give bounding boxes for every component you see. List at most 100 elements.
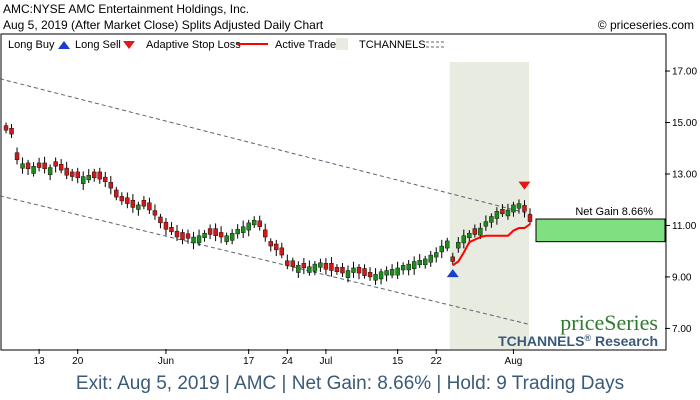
candle-body bbox=[290, 260, 296, 267]
copyright-text: © priceseries.com bbox=[597, 18, 694, 32]
candle-body bbox=[318, 262, 323, 268]
candle-body bbox=[64, 167, 69, 176]
candle-body bbox=[351, 267, 356, 273]
candle-body bbox=[3, 125, 9, 131]
legend-adaptive-stop: Adaptive Stop Loss bbox=[146, 39, 241, 51]
candle-body bbox=[345, 270, 351, 278]
candle-body bbox=[246, 222, 251, 231]
candle-body bbox=[196, 235, 202, 244]
legend: Long Buy Long Sell Adaptive Stop Loss Ac… bbox=[8, 38, 446, 51]
candle-body bbox=[185, 233, 191, 239]
buy-arrow-icon bbox=[58, 41, 70, 49]
candle-body bbox=[152, 210, 158, 216]
candle-body bbox=[472, 228, 478, 235]
x-tick-label: 17 bbox=[243, 356, 255, 367]
legend-long-buy: Long Buy bbox=[8, 39, 55, 51]
candle-body bbox=[450, 256, 455, 262]
candle-body bbox=[274, 243, 279, 251]
y-axis: 7.00 9.00 11.00 13.00 15.00 17.00 bbox=[665, 67, 697, 335]
candle-body bbox=[81, 176, 86, 184]
candle-body bbox=[130, 200, 136, 208]
candle-body bbox=[158, 216, 163, 224]
legend-tchannels: TCHANNELS bbox=[359, 39, 426, 51]
candle-body bbox=[92, 171, 97, 179]
y-tick-label: 11.00 bbox=[672, 221, 697, 232]
x-axis: 13 20 Jun 17 24 Jul 15 22 Aug bbox=[34, 349, 523, 367]
candle-body bbox=[14, 152, 20, 161]
y-tick-label: 7.00 bbox=[672, 324, 692, 335]
x-tick-label: 13 bbox=[34, 356, 46, 367]
candle-body bbox=[47, 167, 53, 175]
active-trade-zone bbox=[449, 62, 529, 349]
active-zone-swatch bbox=[336, 38, 348, 50]
candle-body bbox=[202, 232, 207, 239]
price-chart: Long Buy Long Sell Adaptive Stop Loss Ac… bbox=[0, 33, 697, 367]
trade-summary: Exit: Aug 5, 2019 | AMC | Net Gain: 8.66… bbox=[75, 373, 625, 394]
candle-body bbox=[527, 214, 533, 222]
research-product: TCHANNELS bbox=[498, 333, 584, 349]
candle-body bbox=[400, 265, 406, 271]
candle-body bbox=[114, 189, 119, 198]
candle-body bbox=[75, 171, 80, 179]
net-gain-label: Net Gain 8.66% bbox=[575, 206, 653, 218]
candle-body bbox=[334, 266, 340, 272]
x-tick-label: Jul bbox=[320, 356, 333, 367]
candle-body bbox=[417, 260, 422, 266]
legend-active-trade: Active Trade bbox=[275, 39, 336, 51]
candle-body bbox=[389, 269, 395, 276]
candle-body bbox=[268, 241, 273, 247]
channel-upper bbox=[0, 78, 531, 215]
candle-body bbox=[141, 200, 147, 207]
candle-body bbox=[97, 171, 102, 180]
chart-title: AMC:NYSE AMC Entertainment Holdings, Inc… bbox=[3, 2, 250, 16]
candle-body bbox=[373, 274, 378, 281]
candle-body bbox=[263, 229, 268, 238]
candle-body bbox=[163, 221, 169, 230]
chart-subtitle: Aug 5, 2019 (After Market Close) Splits … bbox=[3, 18, 324, 32]
candle-body bbox=[312, 263, 318, 272]
candles bbox=[3, 122, 533, 285]
candle-body bbox=[406, 263, 411, 271]
candle-body bbox=[340, 266, 345, 274]
candle-body bbox=[108, 182, 114, 189]
candle-body bbox=[285, 260, 290, 266]
candle-body bbox=[445, 240, 450, 249]
research-reg: ® bbox=[584, 333, 591, 343]
candle-body bbox=[411, 261, 417, 269]
plot-frame bbox=[0, 33, 667, 351]
candle-body bbox=[103, 176, 108, 182]
candle-body bbox=[428, 254, 433, 263]
sell-signal-arrow bbox=[518, 181, 531, 190]
candle-body bbox=[213, 228, 218, 236]
candle-body bbox=[483, 221, 489, 227]
candle-body bbox=[31, 166, 36, 174]
candle-body bbox=[207, 228, 213, 235]
candle-body bbox=[86, 175, 91, 181]
candle-body bbox=[20, 163, 25, 169]
candle-body bbox=[252, 220, 257, 226]
candle-body bbox=[356, 266, 362, 274]
candle-body bbox=[125, 197, 130, 204]
candle-body bbox=[467, 232, 472, 239]
candle-body bbox=[378, 271, 384, 280]
candle-body bbox=[9, 127, 14, 135]
y-tick-label: 15.00 bbox=[672, 118, 697, 129]
candle-body bbox=[69, 171, 75, 177]
candle-body bbox=[384, 270, 389, 276]
candle-body bbox=[489, 216, 494, 223]
candle-body bbox=[329, 263, 334, 271]
candle-body bbox=[494, 211, 500, 219]
x-tick-label: 22 bbox=[431, 356, 443, 367]
x-tick-label: Aug bbox=[505, 356, 523, 367]
candle-body bbox=[505, 209, 511, 217]
candle-body bbox=[301, 263, 307, 269]
candle-body bbox=[218, 232, 224, 238]
candle-body bbox=[439, 245, 444, 253]
candle-body bbox=[229, 232, 235, 241]
candle-body bbox=[191, 236, 196, 244]
candle-body bbox=[307, 266, 312, 273]
candle-body bbox=[257, 220, 262, 227]
footer-band bbox=[0, 370, 700, 400]
candle-body bbox=[367, 272, 373, 278]
candle-body bbox=[500, 209, 505, 215]
